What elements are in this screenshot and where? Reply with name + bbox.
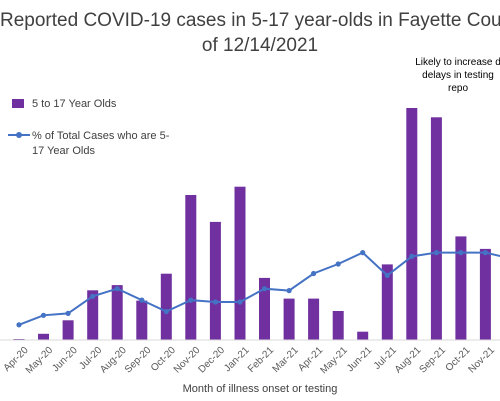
- x-tick-Nov-21: Nov-21: [466, 345, 497, 376]
- x-axis-title: Month of illness onset or testing: [182, 383, 338, 395]
- line-point-Sep-20: [139, 297, 145, 303]
- annotation-line-3: repo: [447, 83, 468, 94]
- bar-Jun-21: [357, 331, 369, 340]
- x-tick-Sep-20: Sep-20: [123, 345, 154, 376]
- bar-Sep-20: [136, 300, 148, 340]
- line-point-Apr-21: [311, 270, 317, 277]
- bar-Apr-21: [308, 298, 320, 340]
- bar-Feb-21: [259, 277, 270, 340]
- line-point-Jun-21: [360, 250, 366, 256]
- legend-bar-swatch: [12, 99, 24, 108]
- line-point-May-21: [335, 261, 341, 267]
- x-tick-Jun-20: Jun-20: [50, 345, 80, 375]
- x-tick-Aug-21: Aug-21: [393, 345, 424, 376]
- line-point-Nov-20: [188, 297, 194, 303]
- line-point-Oct-20: [163, 308, 169, 315]
- line-point-Sep-21: [433, 250, 439, 256]
- line-point-Jan-21: [237, 299, 243, 305]
- bar-Aug-20: [111, 285, 123, 340]
- x-tick-Nov-20: Nov-20: [172, 345, 203, 376]
- x-tick-Sep-21: Sep-21: [417, 345, 448, 376]
- annotation-line-2: delays in testing: [422, 70, 494, 81]
- line-point-Feb-21: [261, 286, 268, 292]
- bar-Jul-21: [381, 264, 393, 340]
- legend-bar-label: 5 to 17 Year Olds: [32, 98, 117, 110]
- annotation-line-1: Likely to increase d: [415, 57, 500, 68]
- bar-Jan-21: [234, 186, 246, 340]
- line-point-Dec-20: [212, 299, 218, 305]
- line-point-Jun-20: [65, 310, 71, 316]
- bar-May-20: [38, 333, 49, 340]
- x-tick-Jun-21: Jun-21: [345, 345, 375, 375]
- x-tick-May-21: May-21: [318, 345, 350, 377]
- line-point-Aug-20: [114, 286, 120, 292]
- bar-Nov-20: [185, 195, 197, 340]
- bar-Oct-21: [455, 236, 467, 340]
- line-point-Nov-21: [482, 250, 488, 256]
- bar-Jul-20: [87, 290, 99, 340]
- line-point-Jul-21: [384, 272, 390, 278]
- bar-Sep-21: [430, 117, 442, 340]
- legend-line-label: % of Total Cases who are 5-17 Year Olds: [32, 130, 170, 157]
- legend-line-swatch: [8, 132, 30, 138]
- bar-Oct-20: [160, 273, 172, 340]
- chart-title-line-1: Reported COVID-19 cases in 5-17 year-old…: [0, 10, 500, 31]
- chart-title-line-2: of 12/14/2021: [201, 35, 319, 56]
- bar-Mar-21: [283, 298, 295, 340]
- bar-May-21: [332, 311, 344, 340]
- line-point-Oct-21: [458, 250, 464, 256]
- bar-Dec-20: [209, 221, 221, 340]
- line-point-Jul-20: [90, 293, 96, 299]
- x-tick-Mar-21: Mar-21: [271, 345, 301, 375]
- bar-Jun-20: [62, 320, 74, 340]
- line-point-Mar-21: [286, 288, 292, 294]
- x-tick-Feb-21: Feb-21: [246, 345, 276, 375]
- line-point-Apr-20: [16, 322, 22, 328]
- bar-Aug-21: [406, 108, 418, 340]
- x-tick-May-20: May-20: [24, 345, 56, 377]
- x-tick-Aug-20: Aug-20: [98, 345, 129, 376]
- bar-Nov-21: [479, 248, 491, 340]
- line-point-May-20: [40, 312, 47, 318]
- line-point-Aug-21: [409, 253, 415, 259]
- x-tick-Dec-20: Dec-20: [196, 345, 227, 376]
